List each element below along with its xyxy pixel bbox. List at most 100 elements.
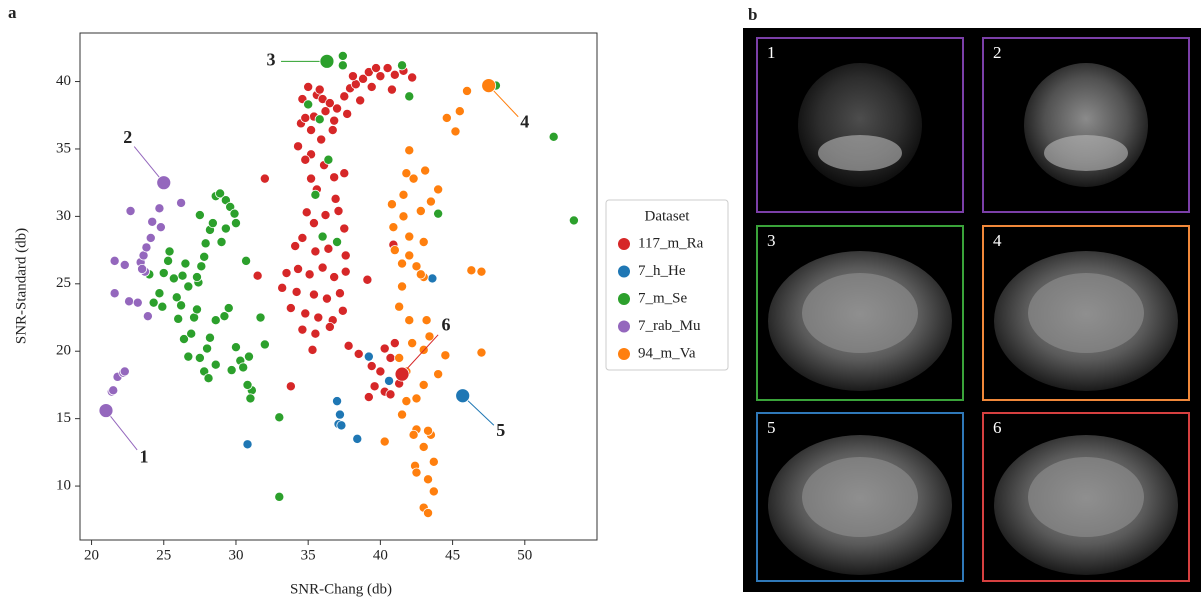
image-label: 2 (993, 43, 1002, 62)
point (390, 70, 399, 79)
point (275, 492, 284, 501)
point (335, 289, 344, 298)
point (321, 107, 330, 116)
point (211, 360, 220, 369)
point (416, 270, 425, 279)
point (324, 244, 333, 253)
point (181, 259, 190, 268)
x-axis-label: SNR-Chang (db) (290, 581, 392, 597)
point (331, 194, 340, 203)
point (174, 314, 183, 323)
legend-label: 94_m_Va (638, 345, 696, 361)
mri-brain (802, 457, 918, 537)
point (211, 316, 220, 325)
point (275, 413, 284, 422)
point (421, 166, 430, 175)
point (202, 344, 211, 353)
annotation-label: 4 (520, 112, 529, 132)
point (109, 386, 118, 395)
point (137, 264, 146, 273)
point (293, 142, 302, 151)
point (477, 267, 486, 276)
point (205, 333, 214, 342)
point (315, 115, 324, 124)
point (178, 271, 187, 280)
point (197, 262, 206, 271)
point (337, 421, 346, 430)
point (260, 174, 269, 183)
point (386, 390, 395, 399)
point (341, 251, 350, 260)
y-tick-label: 40 (56, 73, 71, 89)
point (243, 440, 252, 449)
highlight-point (157, 176, 171, 190)
y-axis-label: SNR-Standard (db) (13, 228, 29, 344)
point (158, 302, 167, 311)
point (311, 247, 320, 256)
point (340, 169, 349, 178)
point (343, 109, 352, 118)
point (306, 174, 315, 183)
panel-label: b (748, 5, 757, 24)
point (217, 237, 226, 246)
legend-marker (618, 348, 630, 360)
point (399, 190, 408, 199)
y-tick-label: 25 (56, 275, 71, 291)
point (159, 268, 168, 277)
x-tick-label: 35 (301, 547, 316, 563)
point (395, 353, 404, 362)
point (434, 370, 443, 379)
point (370, 382, 379, 391)
legend-label: 7_rab_Mu (638, 318, 701, 334)
point (120, 260, 129, 269)
point (204, 374, 213, 383)
point (330, 116, 339, 125)
point (224, 303, 233, 312)
point (332, 237, 341, 246)
figure: a SNR-Chang (db) SNR-Standard (db) Datas… (0, 0, 1201, 610)
image-label: 1 (767, 43, 776, 62)
point (308, 345, 317, 354)
y-tick-label: 15 (56, 410, 71, 426)
point (309, 219, 318, 228)
point (380, 437, 389, 446)
legend-marker (618, 238, 630, 250)
point (176, 301, 185, 310)
y-tick-label: 35 (56, 140, 71, 156)
point (428, 274, 437, 283)
legend-label: 117_m_Ra (638, 235, 704, 251)
point (286, 382, 295, 391)
point (409, 430, 418, 439)
point (133, 298, 142, 307)
point (120, 367, 129, 376)
point (408, 339, 417, 348)
legend-marker (618, 266, 630, 278)
point (163, 256, 172, 265)
point (309, 290, 318, 299)
point (305, 270, 314, 279)
point (397, 410, 406, 419)
x-tick-label: 30 (228, 547, 243, 563)
point (405, 146, 414, 155)
point (334, 206, 343, 215)
point (321, 210, 330, 219)
point (306, 125, 315, 134)
point (318, 263, 327, 272)
point (549, 132, 558, 141)
point (143, 312, 152, 321)
point (278, 283, 287, 292)
point (328, 125, 337, 134)
point (429, 457, 438, 466)
point (409, 174, 418, 183)
point (390, 339, 399, 348)
point (344, 341, 353, 350)
point (315, 85, 324, 94)
point (434, 209, 443, 218)
image-label: 5 (767, 418, 776, 437)
point (292, 287, 301, 296)
legend-title: Dataset (645, 208, 691, 224)
image-label: 6 (993, 418, 1002, 437)
point (298, 233, 307, 242)
annotation-label: 2 (123, 127, 132, 147)
point (416, 206, 425, 215)
